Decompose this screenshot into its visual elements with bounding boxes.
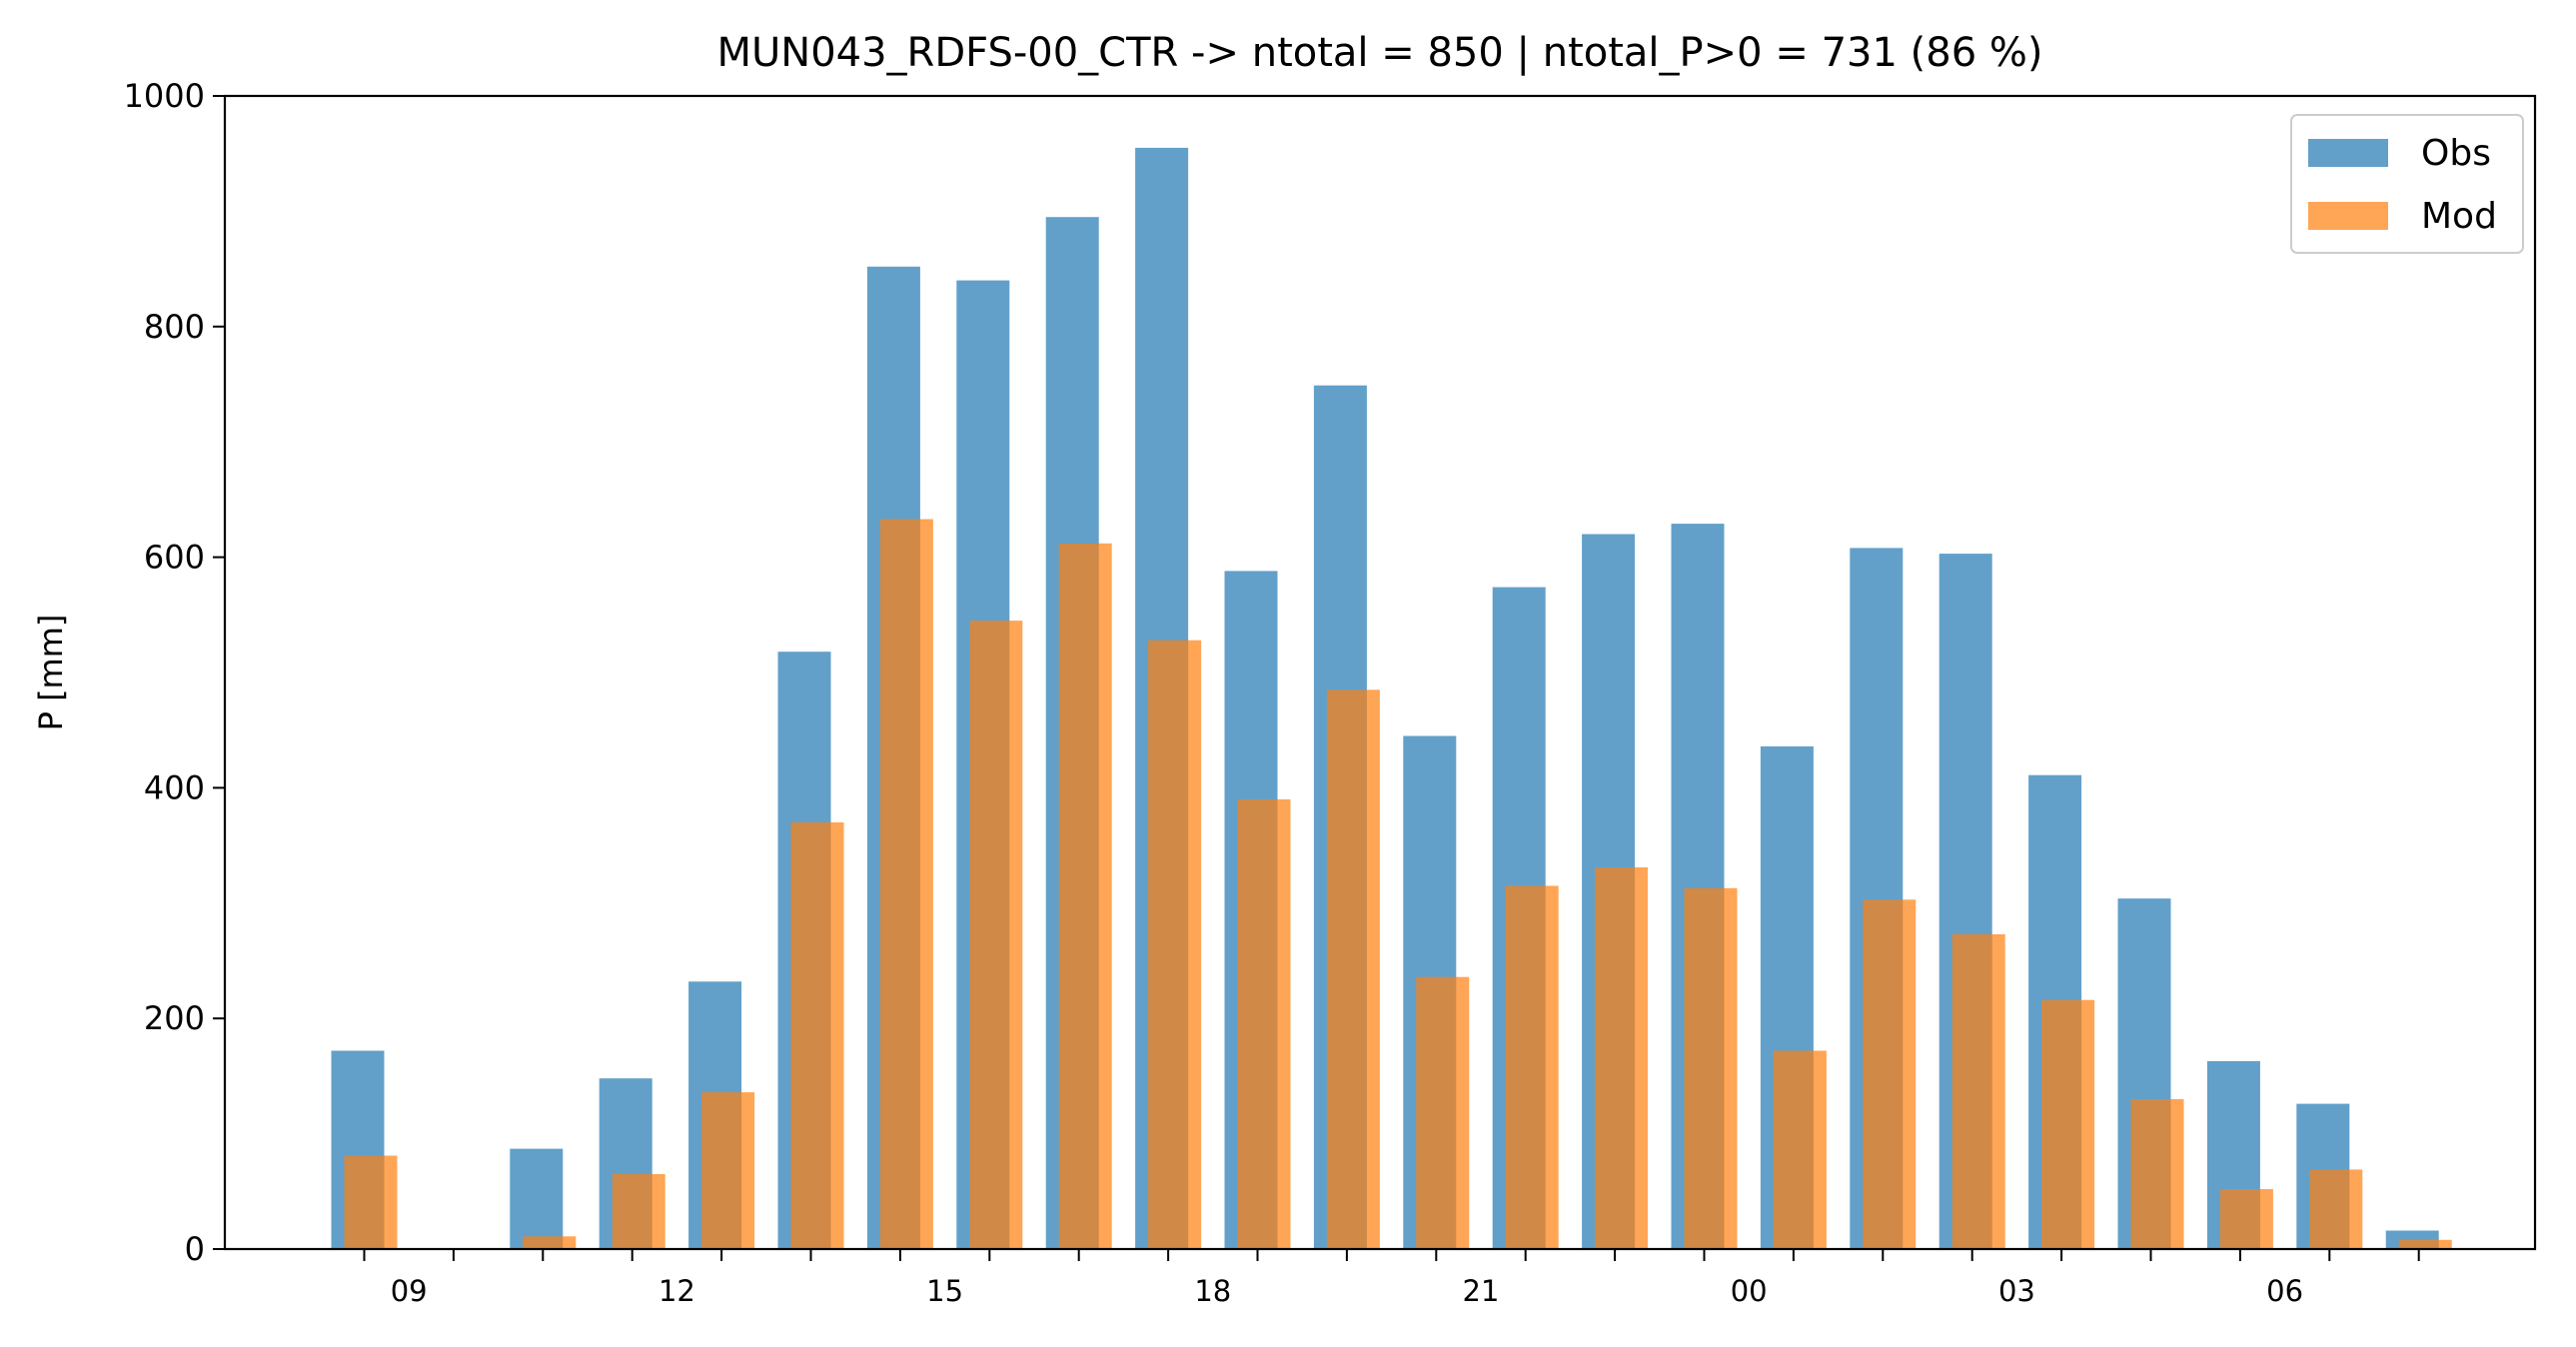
x-tick-label: 00 <box>1731 1274 1768 1308</box>
bar-mod-02 <box>1951 934 2005 1249</box>
series-mod-bars <box>344 519 2452 1249</box>
bar-mod-08 <box>344 1155 398 1249</box>
bar-mod-06 <box>2309 1169 2363 1249</box>
x-tick-label: 21 <box>1463 1274 1500 1308</box>
y-tick-label: 600 <box>144 539 205 577</box>
x-tick-label: 03 <box>1998 1274 2035 1308</box>
bar-mod-18 <box>1237 798 1291 1249</box>
bar-mod-21 <box>1505 885 1559 1249</box>
y-tick-label: 800 <box>144 308 205 346</box>
plot-frame <box>223 94 2537 1251</box>
legend-label-mod: Mod <box>2421 196 2497 237</box>
y-axis-label: P [mm] <box>32 615 70 731</box>
chart-title: MUN043_RDFS-00_CTR -> ntotal = 850 | nto… <box>717 30 2043 76</box>
bar-mod-10 <box>523 1236 577 1249</box>
x-tick-label: 12 <box>658 1274 695 1308</box>
bars-layer <box>331 147 2452 1250</box>
bar-mod-05 <box>2219 1189 2273 1249</box>
bar-obs-10 <box>510 1148 564 1249</box>
y-tick-label: 400 <box>144 768 205 806</box>
legend-label-obs: Obs <box>2421 133 2491 174</box>
legend-swatch-obs <box>2308 139 2388 167</box>
bar-mod-01 <box>1863 899 1917 1249</box>
bar-mod-19 <box>1326 689 1380 1249</box>
bar-mod-17 <box>1148 640 1202 1249</box>
bar-mod-15 <box>969 621 1023 1249</box>
bar-mod-22 <box>1595 867 1649 1249</box>
bar-mod-20 <box>1416 976 1470 1249</box>
bar-mod-11 <box>612 1174 665 1249</box>
x-tick-label: 15 <box>926 1274 963 1308</box>
x-tick-label: 18 <box>1194 1274 1231 1308</box>
y-tick-label: 1000 <box>124 77 205 115</box>
bar-mod-07 <box>2398 1239 2452 1249</box>
legend-swatch-mod <box>2308 202 2388 230</box>
x-tick-label: 09 <box>391 1274 428 1308</box>
bar-mod-04 <box>2130 1099 2184 1249</box>
axes-layer: 0 200 400 600 800 1000 09 12 15 18 21 00 03 06 <box>124 77 2537 1308</box>
bar-mod-03 <box>2041 999 2095 1249</box>
y-tick-label: 0 <box>185 1230 205 1268</box>
bar-mod-23 <box>1684 887 1738 1249</box>
bar-mod-00 <box>1773 1050 1827 1249</box>
x-tick-label: 06 <box>2266 1274 2303 1308</box>
bar-mod-16 <box>1058 543 1112 1249</box>
y-tick-label: 200 <box>144 999 205 1037</box>
bar-mod-14 <box>879 519 933 1249</box>
bar-mod-13 <box>790 822 844 1249</box>
legend: Obs Mod <box>2290 114 2524 254</box>
bar-mod-12 <box>701 1092 755 1249</box>
